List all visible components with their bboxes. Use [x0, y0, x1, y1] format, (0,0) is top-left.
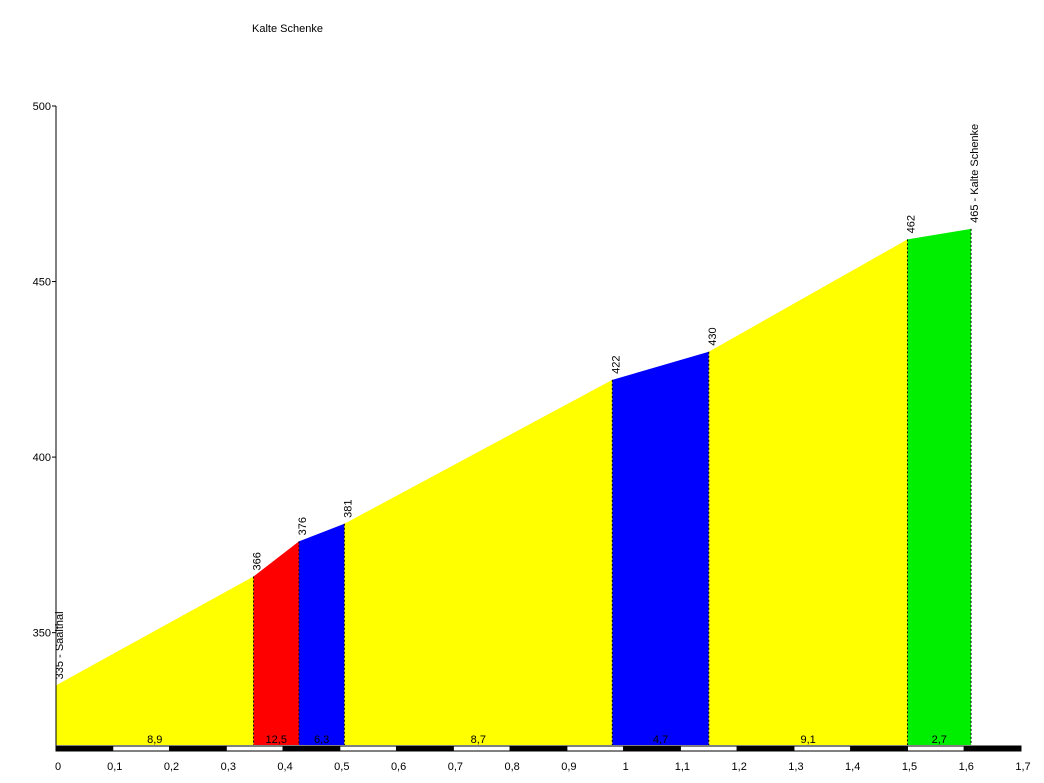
scale-bar-block [396, 745, 454, 752]
x-tick-label: 1,6 [959, 761, 974, 773]
y-tick-label: 400 [33, 452, 51, 464]
scale-bar-block [850, 745, 908, 752]
x-tick-label: 0,8 [504, 761, 519, 773]
x-tick-label: 0,9 [561, 761, 576, 773]
segment-gradient-label: 12,5 [266, 734, 287, 746]
y-tick-label: 350 [33, 628, 51, 640]
x-tick-label: 0,5 [334, 761, 349, 773]
scale-bar-block [225, 745, 284, 752]
elevation-labels: 335 - Saalthal 366 376 381 422 430 462 465 - Ka… [54, 124, 981, 680]
x-tick-label: 0,1 [107, 761, 122, 773]
x-tick-label: 1,2 [732, 761, 747, 773]
elevation-point-label: 381 [342, 499, 354, 517]
chart-title: Kalte Schenke [252, 23, 323, 35]
x-tick-label: 1,5 [902, 761, 917, 773]
scale-bar-block [509, 745, 568, 752]
distance-scale-bar [55, 745, 1022, 752]
elevation-point-label: 366 [252, 552, 264, 570]
segment-area [298, 523, 345, 745]
scale-bar-block [793, 745, 852, 752]
segment-gradient-label: 4,7 [653, 734, 668, 746]
scale-bar-block [339, 745, 398, 752]
segment-area [708, 239, 908, 745]
x-tick-label: 1 [623, 761, 629, 773]
x-tick-label: 0,7 [448, 761, 463, 773]
segment-area [56, 576, 254, 745]
segment-gradient-label: 6,3 [314, 734, 329, 746]
segment-area [253, 541, 299, 745]
x-tick-label: 0,3 [221, 761, 236, 773]
scale-bar-block [906, 745, 965, 752]
scale-bar-block [282, 745, 341, 752]
scale-bar-block [963, 745, 1022, 752]
scale-bar-block [623, 745, 681, 752]
x-tick-label: 0,6 [391, 761, 406, 773]
scale-bar-block [566, 745, 625, 752]
x-tick-label: 0,4 [277, 761, 292, 773]
elevation-point-label: 376 [297, 517, 309, 535]
x-tick-label: 1,7 [1015, 761, 1030, 773]
scale-bar-block [679, 745, 738, 752]
segment-area [907, 228, 972, 745]
elevation-point-label: 465 - Kalte Schenke [969, 124, 981, 223]
x-tick-label: 1,4 [845, 761, 860, 773]
elevation-point-label: 422 [610, 355, 622, 373]
scale-bar-block [169, 745, 227, 752]
segment-area [612, 351, 709, 745]
segment-gradient-label: 2,7 [932, 734, 947, 746]
gradient-segments: 8,9 12,5 6,3 8,7 4,7 9,1 2,7 [56, 228, 972, 746]
segment-gradient-label: 9,1 [800, 734, 815, 746]
segment-area [344, 379, 613, 745]
segment-gradient-label: 8,7 [471, 734, 486, 746]
elevation-point-label: 335 - Saalthal [54, 611, 66, 679]
y-tick-label: 500 [33, 101, 51, 113]
axes: 350 400 450 500 0 0,1 0,2 0,3 0,4 0,5 0,6 0,7 0,8 0,9… [33, 101, 1031, 773]
segment-gradient-label: 8,9 [147, 734, 162, 746]
y-tick-label: 450 [33, 277, 51, 289]
x-tick-label: 1,1 [675, 761, 690, 773]
x-tick-label: 0 [55, 761, 61, 773]
x-tick-label: 1,3 [788, 761, 803, 773]
x-tick-label: 0,2 [164, 761, 179, 773]
elevation-point-label: 430 [707, 327, 719, 345]
scale-bar-block [112, 745, 171, 752]
scale-bar-block [452, 745, 511, 752]
scale-bar-block [736, 745, 795, 752]
scale-bar-block [55, 745, 114, 752]
elevation-point-label: 462 [905, 215, 917, 233]
